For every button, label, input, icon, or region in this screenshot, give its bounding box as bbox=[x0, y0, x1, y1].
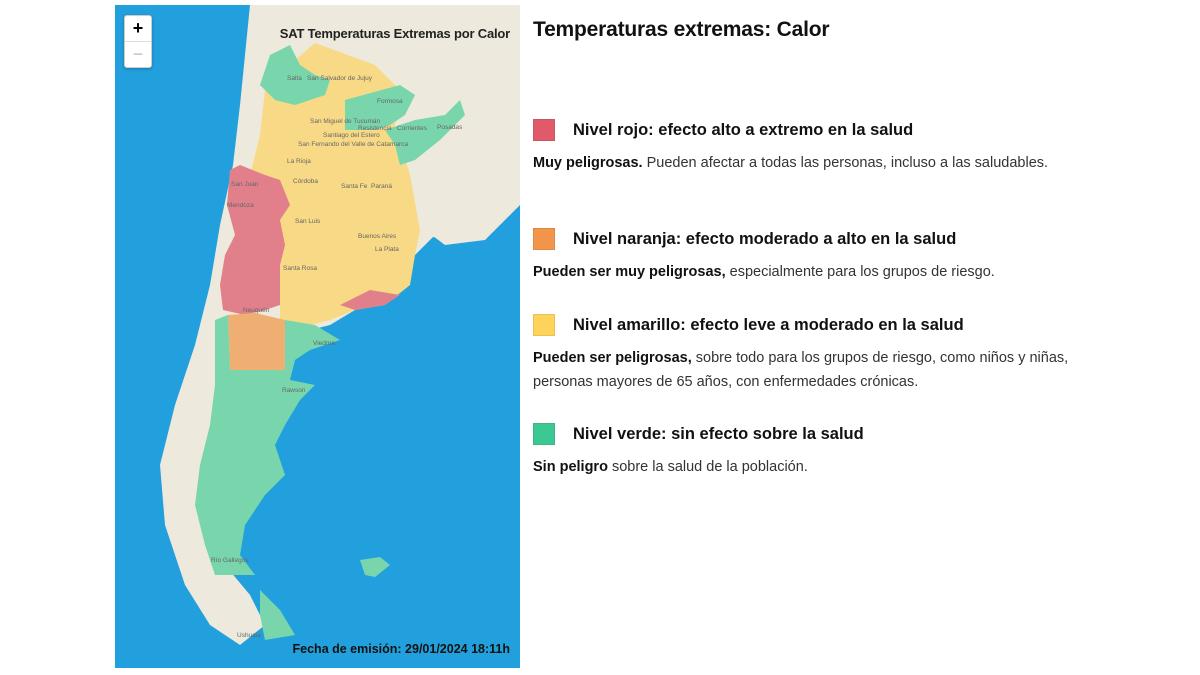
city-label: Paraná bbox=[371, 183, 392, 190]
level-emphasis: Sin peligro bbox=[533, 459, 608, 475]
region-green-north bbox=[260, 45, 330, 105]
level-title: Nivel verde: sin efecto sobre la salud bbox=[573, 424, 864, 443]
city-label: Resistencia bbox=[358, 125, 392, 132]
level-description: Pueden ser muy peligrosas, especialmente… bbox=[533, 260, 1093, 284]
city-label: Salta bbox=[287, 75, 302, 82]
city-label: Formosa bbox=[377, 98, 403, 105]
city-label: Posadas bbox=[437, 124, 463, 131]
city-label: Viedma bbox=[313, 340, 335, 347]
level-title: Nivel rojo: efecto alto a extremo en la … bbox=[573, 120, 914, 139]
city-label: Ushuaia bbox=[237, 632, 261, 639]
alert-map[interactable]: + − SAT Temperaturas Extremas por Calor … bbox=[115, 5, 520, 668]
level-orange: Nivel naranja: efecto moderado a alto en… bbox=[533, 228, 1093, 284]
city-label: La Plata bbox=[375, 246, 399, 253]
city-label: San Salvador de Jujuy bbox=[307, 75, 373, 82]
region-orange bbox=[228, 313, 285, 370]
zoom-control: + − bbox=[124, 15, 152, 68]
region-green-south bbox=[195, 315, 340, 575]
page-title: Temperaturas extremas: Calor bbox=[533, 18, 830, 41]
level-emphasis: Muy peligrosas. bbox=[533, 155, 643, 171]
city-label: Buenos Aires bbox=[358, 233, 397, 240]
level-description: Muy peligrosas. Pueden afectar a todas l… bbox=[533, 151, 1093, 175]
city-label: La Rioja bbox=[287, 158, 311, 165]
city-label: Santiago del Estero bbox=[323, 132, 380, 139]
city-label: Santa Rosa bbox=[283, 265, 317, 272]
level-yellow: Nivel amarillo: efecto leve a moderado e… bbox=[533, 314, 1093, 394]
city-label: Córdoba bbox=[293, 178, 318, 185]
city-label: San Luis bbox=[295, 218, 321, 225]
yellow-swatch-icon bbox=[533, 314, 555, 336]
city-label: Rawson bbox=[282, 387, 306, 394]
level-description: Pueden ser peligrosas, sobre todo para l… bbox=[533, 346, 1093, 394]
zoom-in-button[interactable]: + bbox=[132, 18, 144, 38]
level-text: sobre la salud de la población. bbox=[607, 459, 808, 475]
city-label: Mendoza bbox=[227, 202, 254, 209]
level-title: Nivel amarillo: efecto leve a moderado e… bbox=[573, 315, 964, 334]
city-label: Santa Fe bbox=[341, 183, 368, 190]
level-text: sobre todo para los grupos de riesgo, co… bbox=[533, 350, 1069, 390]
level-green: Nivel verde: sin efecto sobre la salud S… bbox=[533, 423, 1093, 479]
city-label: Río Gallegos bbox=[211, 557, 249, 564]
red-swatch-icon bbox=[533, 119, 555, 141]
city-label: Corrientes bbox=[397, 125, 427, 132]
orange-swatch-icon bbox=[533, 228, 555, 250]
map-title: SAT Temperaturas Extremas por Calor bbox=[279, 26, 510, 41]
level-text: especialmente para los grupos de riesgo. bbox=[725, 264, 995, 280]
zoom-out-button[interactable]: − bbox=[125, 41, 151, 67]
level-emphasis: Pueden ser muy peligrosas, bbox=[533, 264, 726, 280]
level-text: Pueden afectar a todas las personas, inc… bbox=[642, 155, 1049, 171]
level-description: Sin peligro sobre la salud de la poblaci… bbox=[533, 455, 1093, 479]
city-label: San Miguel de Tucumán bbox=[310, 118, 381, 125]
legend-panel: Temperaturas extremas: Calor Nivel rojo:… bbox=[533, 18, 1093, 475]
green-swatch-icon bbox=[533, 423, 555, 445]
issued-date: Fecha de emisión: 29/01/2024 18:11h bbox=[292, 642, 510, 656]
level-red: Nivel rojo: efecto alto a extremo en la … bbox=[533, 119, 1093, 175]
city-label: Neuquén bbox=[243, 307, 270, 314]
city-label: San Juan bbox=[231, 181, 259, 188]
map-canvas bbox=[160, 5, 520, 645]
region-red bbox=[220, 165, 290, 315]
city-label: San Fernando del Valle de Catamarca bbox=[298, 141, 409, 148]
level-emphasis: Pueden ser peligrosas, bbox=[533, 350, 692, 366]
level-title: Nivel naranja: efecto moderado a alto en… bbox=[573, 229, 957, 248]
